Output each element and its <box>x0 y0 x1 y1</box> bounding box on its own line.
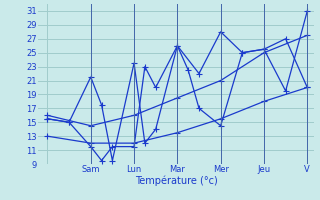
X-axis label: Température (°c): Température (°c) <box>135 176 217 186</box>
